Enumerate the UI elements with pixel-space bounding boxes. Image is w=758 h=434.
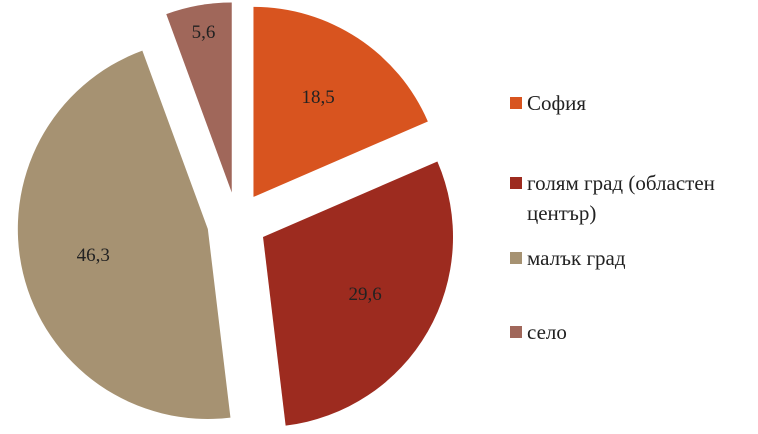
legend-entry: София — [510, 88, 758, 118]
pie-area: 18,5 29,6 46,3 5,6 — [17, 2, 454, 426]
legend-swatch — [510, 97, 522, 109]
legend-swatch — [510, 177, 522, 189]
legend-label: голям град (областен център) — [527, 171, 715, 225]
legend-entry: село — [510, 317, 758, 347]
data-label: 46,3 — [77, 245, 110, 266]
legend-entry: голям град (областен център) — [510, 168, 758, 228]
legend-label: София — [527, 91, 587, 115]
pie-slice — [166, 2, 232, 193]
pie-slice — [17, 50, 231, 420]
pie-slice — [253, 6, 428, 197]
data-label: 5,6 — [192, 22, 216, 43]
data-label: 29,6 — [349, 284, 382, 305]
legend-swatch — [510, 326, 522, 338]
legend-label: малък град — [527, 246, 626, 270]
legend-label: село — [527, 320, 567, 344]
legend-entry: малък град — [510, 243, 758, 273]
pie-slice — [263, 161, 454, 426]
legend-swatch — [510, 252, 522, 264]
data-label: 18,5 — [302, 87, 335, 108]
